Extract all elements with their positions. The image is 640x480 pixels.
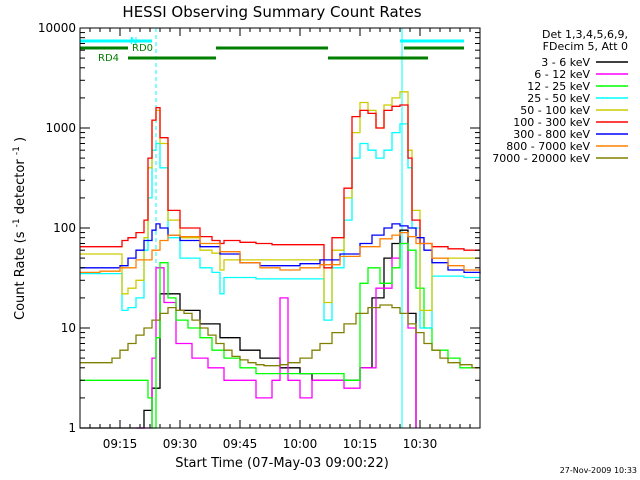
annotation-rd0: RD0 xyxy=(132,43,153,54)
legend-label-1: 6 - 12 keV xyxy=(534,68,590,81)
series-line-6 xyxy=(80,223,481,274)
legend-label-4: 50 - 100 keV xyxy=(520,104,590,117)
y-axis-label-sup1: -1 xyxy=(12,218,22,227)
annotation-rd4: RD4 xyxy=(98,53,119,64)
x-tick-label: 10:30 xyxy=(403,437,438,451)
y-tick-label: 10000 xyxy=(38,21,76,35)
y-tick-label: 1000 xyxy=(45,121,76,135)
annotation-n: N xyxy=(130,36,137,47)
x-tick-label: 09:15 xyxy=(103,437,138,451)
y-tick-label: 1 xyxy=(68,421,76,435)
x-tick-label: 10:15 xyxy=(343,437,378,451)
series-line-8 xyxy=(80,304,480,369)
y-axis-label-end: ) xyxy=(13,137,28,142)
y-tick-label: 10 xyxy=(61,321,76,335)
legend-label-2: 12 - 25 keV xyxy=(527,80,590,93)
x-tick-label: 10:00 xyxy=(283,437,318,451)
legend-label-0: 3 - 6 keV xyxy=(541,56,590,69)
y-axis-label-mid: detector xyxy=(13,159,28,215)
legend-header-line2: FDecim 5, Att 0 xyxy=(543,40,628,53)
series-line-3 xyxy=(80,123,480,329)
series-line-7 xyxy=(80,231,481,274)
legend-label-7: 800 - 7000 keV xyxy=(506,140,590,153)
series-line-5 xyxy=(80,104,480,269)
legend: Det 1,3,4,5,6,9, FDecim 5, Att 0 3 - 6 k… xyxy=(492,28,628,165)
y-axis-label: Count Rate (s -1 detector -1 ) xyxy=(12,137,28,320)
series-line-4 xyxy=(80,91,480,312)
x-tick-label: 09:30 xyxy=(163,437,198,451)
legend-label-5: 100 - 300 keV xyxy=(513,116,590,129)
legend-label-6: 300 - 800 keV xyxy=(513,128,590,141)
legend-label-8: 7000 - 20000 keV xyxy=(492,152,590,165)
y-tick-label: 100 xyxy=(53,221,76,235)
legend-label-3: 25 - 50 keV xyxy=(527,92,590,105)
y-axis-label-main: Count Rate (s xyxy=(13,231,28,320)
series-line-1 xyxy=(136,242,417,429)
x-axis-label: Start Time (07-May-03 09:00:22) xyxy=(175,456,389,471)
axes: 09:15 09:30 09:45 10:00 10:15 10:30 1 10 100 1000… xyxy=(38,21,481,451)
y-axis-label-sup2: -1 xyxy=(12,146,22,155)
legend-header-line1: Det 1,3,4,5,6,9, xyxy=(542,28,628,41)
chart-title: HESSI Observing Summary Count Rates xyxy=(122,3,421,21)
series-lines xyxy=(80,91,481,429)
series-line-2 xyxy=(80,242,480,429)
generated-timestamp: 27-Nov-2009 10:33 xyxy=(560,466,637,475)
x-tick-label: 09:45 xyxy=(223,437,258,451)
